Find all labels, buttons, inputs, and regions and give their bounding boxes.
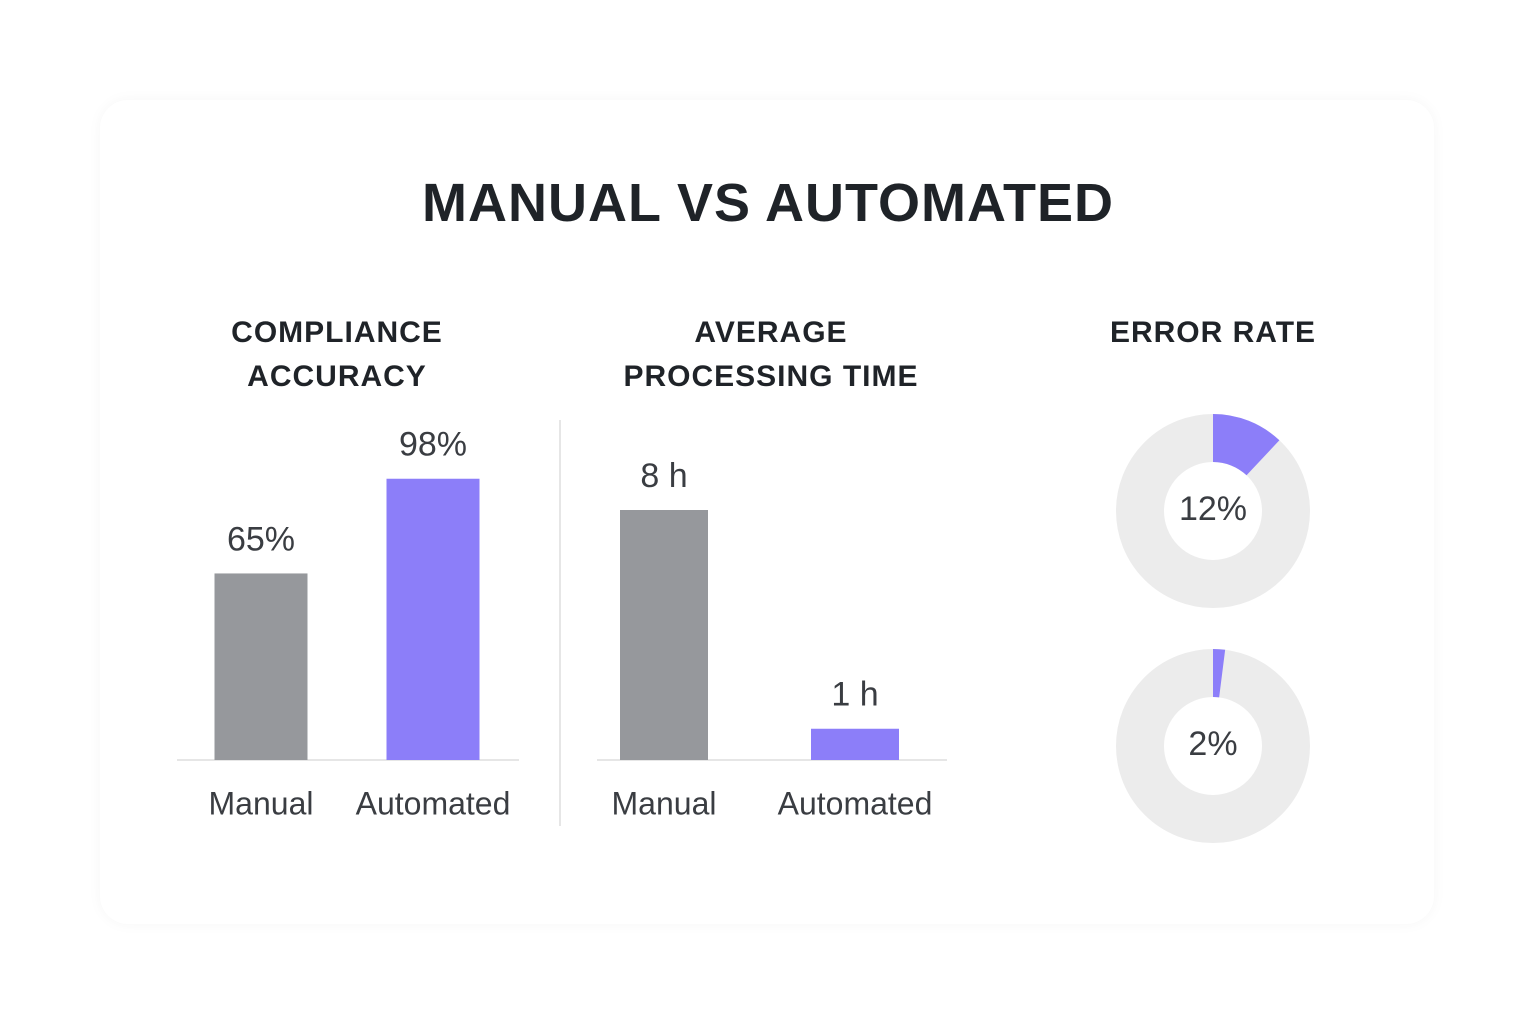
value-label: 65% <box>227 520 295 558</box>
value-label: 8 h <box>640 457 687 495</box>
category-label: Manual <box>209 785 314 821</box>
bar <box>386 478 480 760</box>
chart-title: ERROR RATE <box>1109 316 1317 349</box>
value-label: 2% <box>1188 725 1237 763</box>
bar <box>214 573 308 760</box>
bar <box>811 728 899 760</box>
value-label: 12% <box>1179 490 1247 528</box>
chart-title: AVERAGE PROCESSING TIME <box>623 316 919 393</box>
page-title: MANUAL VS AUTOMATED <box>422 173 1114 233</box>
category-label: Manual <box>612 785 717 821</box>
category-label: Automated <box>778 785 933 821</box>
chart-title: COMPLIANCE ACCURACY <box>231 316 443 393</box>
value-label: 1 h <box>831 676 878 714</box>
bar <box>620 510 708 760</box>
category-label: Automated <box>356 785 511 821</box>
donut-arc <box>1211 414 1280 477</box>
value-label: 98% <box>399 426 467 464</box>
donut-arc <box>1212 649 1226 698</box>
